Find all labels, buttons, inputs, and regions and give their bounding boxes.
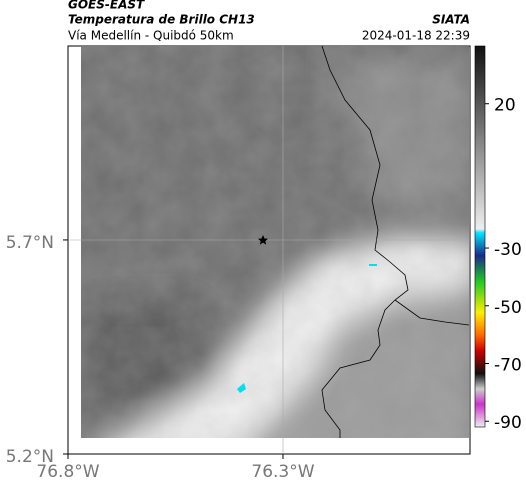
timestamp: 2024-01-18 22:39 bbox=[362, 29, 470, 43]
agency: SIATA bbox=[432, 13, 470, 27]
colorbar-tick-label: -50 bbox=[494, 298, 522, 318]
product: Temperatura de Brillo CH13 bbox=[68, 13, 255, 27]
route: Vía Medellín - Quibdó 50km bbox=[68, 29, 234, 43]
colorbar-tick-label: 20 bbox=[494, 96, 516, 116]
colorbar-tick-label: -90 bbox=[494, 413, 522, 433]
x-tick-label: 76.3°W bbox=[251, 462, 314, 482]
x-tick-label: 76.8°W bbox=[36, 462, 99, 482]
y-tick-label: 5.7°N bbox=[6, 233, 54, 253]
city-marker bbox=[257, 235, 268, 245]
source: GOES-EAST bbox=[68, 0, 145, 12]
colorbar-tick-label: -30 bbox=[494, 240, 522, 260]
imagery bbox=[81, 46, 469, 438]
y-tick-label: 5.2°N bbox=[6, 447, 54, 467]
colorbar bbox=[474, 45, 486, 428]
colorbar-tick-label: -70 bbox=[494, 356, 522, 376]
